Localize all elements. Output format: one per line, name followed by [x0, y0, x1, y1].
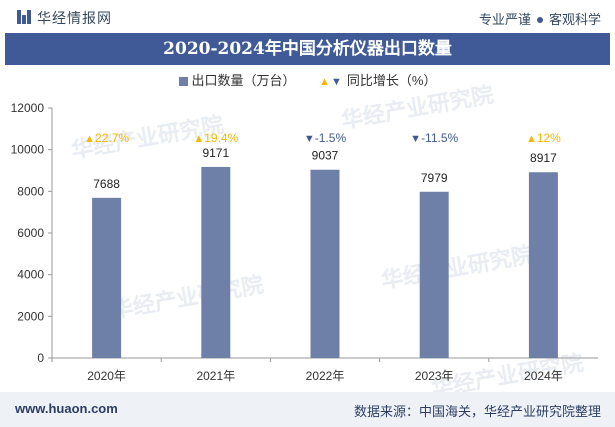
tagline-left: 专业严谨	[478, 12, 531, 27]
x-tick-label: 2020年	[87, 369, 126, 383]
growth-label: ▲22.7%	[84, 131, 129, 145]
footer-website: www.huaon.com	[15, 401, 118, 416]
bar-value-label: 8917	[530, 151, 557, 165]
growth-value: 19.4%	[204, 131, 238, 145]
triangle-up-icon: ▲	[84, 133, 95, 145]
x-tick-label: 2024年	[524, 369, 563, 383]
legend-swatch	[178, 77, 188, 87]
bar-value-label: 9037	[312, 149, 339, 163]
triangle-up-icon: ▲	[319, 76, 331, 88]
bar-value-label: 7979	[421, 171, 448, 185]
bar	[419, 191, 449, 358]
growth-label: ▲12%	[526, 131, 561, 145]
bar	[92, 197, 122, 358]
y-tick-label: 2000	[17, 309, 44, 323]
bar	[310, 169, 340, 358]
y-tick-label: 4000	[17, 268, 44, 282]
x-tick-label: 2021年	[196, 369, 235, 383]
bar-value-label: 7688	[93, 177, 120, 191]
chart-title: 2020-2024年中国分析仪器出口数量	[163, 39, 452, 59]
y-tick-label: 6000	[17, 226, 44, 240]
triangle-up-icon: ▲	[526, 133, 537, 145]
legend-item-growth: ▲▼ 同比增长（%）	[319, 70, 436, 89]
legend-label-export: 出口数量（万台）	[191, 73, 296, 88]
growth-label: ▼-1.5%	[304, 131, 347, 145]
legend: 出口数量（万台） ▲▼ 同比增长（%）	[0, 70, 615, 90]
growth-value: -1.5%	[315, 131, 347, 145]
tagline-right: 客观科学	[548, 12, 601, 27]
footer: www.huaon.com 数据来源：中国海关，华经产业研究院整理	[0, 392, 615, 427]
tagline: 专业严谨 客观科学	[479, 9, 601, 28]
top-bar: 华经情报网 专业严谨 客观科学	[0, 0, 615, 33]
x-tick-label: 2022年	[306, 369, 345, 383]
legend-label-growth: 同比增长（%）	[346, 73, 437, 88]
y-tick-label: 12000	[11, 101, 45, 115]
x-tick-label: 2023年	[415, 369, 454, 383]
bar	[201, 166, 231, 358]
dot-icon	[536, 16, 543, 23]
logo-icon	[17, 10, 31, 24]
y-tick-label: 10000	[11, 143, 45, 157]
y-tick-label: 0	[37, 351, 44, 365]
footer-source: 数据来源：中国海关，华经产业研究院整理	[353, 404, 601, 419]
bar	[528, 172, 558, 358]
bar-value-label: 9171	[202, 146, 229, 160]
title-bar: 2020-2024年中国分析仪器出口数量	[5, 33, 610, 65]
growth-value: 12%	[537, 131, 561, 145]
growth-value: 22.7%	[95, 131, 129, 145]
triangle-down-icon: ▼	[304, 133, 315, 145]
triangle-up-icon: ▲	[193, 133, 204, 145]
legend-item-export: 出口数量（万台）	[178, 70, 296, 89]
growth-value: -11.5%	[421, 131, 458, 145]
growth-label: ▲19.4%	[193, 131, 238, 145]
y-tick-label: 8000	[17, 184, 44, 198]
site-name: 华经情报网	[37, 10, 112, 26]
triangle-down-icon: ▼	[331, 76, 342, 88]
growth-label: ▼-11.5%	[410, 131, 458, 145]
triangle-down-icon: ▼	[410, 133, 421, 145]
